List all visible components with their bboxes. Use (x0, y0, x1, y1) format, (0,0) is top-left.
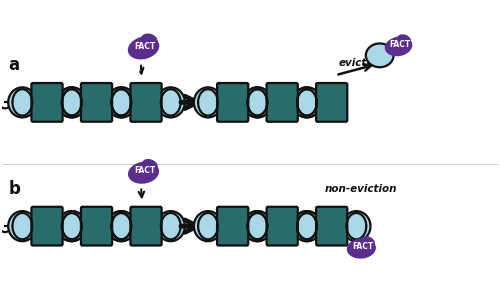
Ellipse shape (244, 211, 272, 241)
Ellipse shape (346, 238, 376, 259)
FancyBboxPatch shape (217, 207, 248, 246)
Ellipse shape (360, 236, 375, 248)
FancyBboxPatch shape (32, 207, 62, 246)
Ellipse shape (244, 87, 272, 117)
Ellipse shape (342, 211, 370, 241)
Ellipse shape (244, 87, 272, 117)
Ellipse shape (366, 43, 394, 67)
Ellipse shape (194, 211, 222, 241)
FancyBboxPatch shape (81, 83, 112, 122)
Text: eviction: eviction (339, 58, 386, 68)
Ellipse shape (58, 87, 86, 117)
Ellipse shape (244, 211, 272, 241)
FancyBboxPatch shape (266, 83, 298, 122)
FancyBboxPatch shape (316, 207, 348, 246)
Text: non-eviction: non-eviction (324, 184, 397, 194)
Ellipse shape (58, 211, 86, 241)
FancyBboxPatch shape (217, 83, 248, 122)
Text: FACT: FACT (134, 42, 156, 51)
Ellipse shape (141, 34, 158, 46)
Ellipse shape (107, 211, 136, 241)
Ellipse shape (293, 87, 321, 117)
Ellipse shape (156, 211, 185, 241)
Ellipse shape (107, 211, 136, 241)
Text: FACT: FACT (352, 242, 374, 251)
Ellipse shape (107, 87, 136, 117)
Ellipse shape (397, 34, 411, 46)
Ellipse shape (293, 211, 321, 241)
FancyBboxPatch shape (32, 83, 62, 122)
Ellipse shape (194, 87, 222, 117)
Ellipse shape (128, 36, 160, 60)
Ellipse shape (128, 162, 159, 184)
Text: b: b (8, 180, 20, 198)
FancyBboxPatch shape (266, 207, 298, 246)
Ellipse shape (58, 87, 86, 117)
Text: a: a (8, 56, 20, 74)
Ellipse shape (8, 87, 36, 117)
Ellipse shape (58, 211, 86, 241)
Ellipse shape (8, 211, 36, 241)
FancyBboxPatch shape (130, 83, 162, 122)
Ellipse shape (142, 159, 158, 172)
FancyBboxPatch shape (81, 207, 112, 246)
FancyBboxPatch shape (130, 207, 162, 246)
Ellipse shape (107, 87, 136, 117)
Ellipse shape (293, 87, 321, 117)
Ellipse shape (293, 211, 321, 241)
Ellipse shape (156, 87, 185, 117)
Text: FACT: FACT (390, 40, 410, 49)
FancyBboxPatch shape (316, 83, 348, 122)
Ellipse shape (384, 37, 412, 56)
Text: FACT: FACT (134, 166, 156, 175)
